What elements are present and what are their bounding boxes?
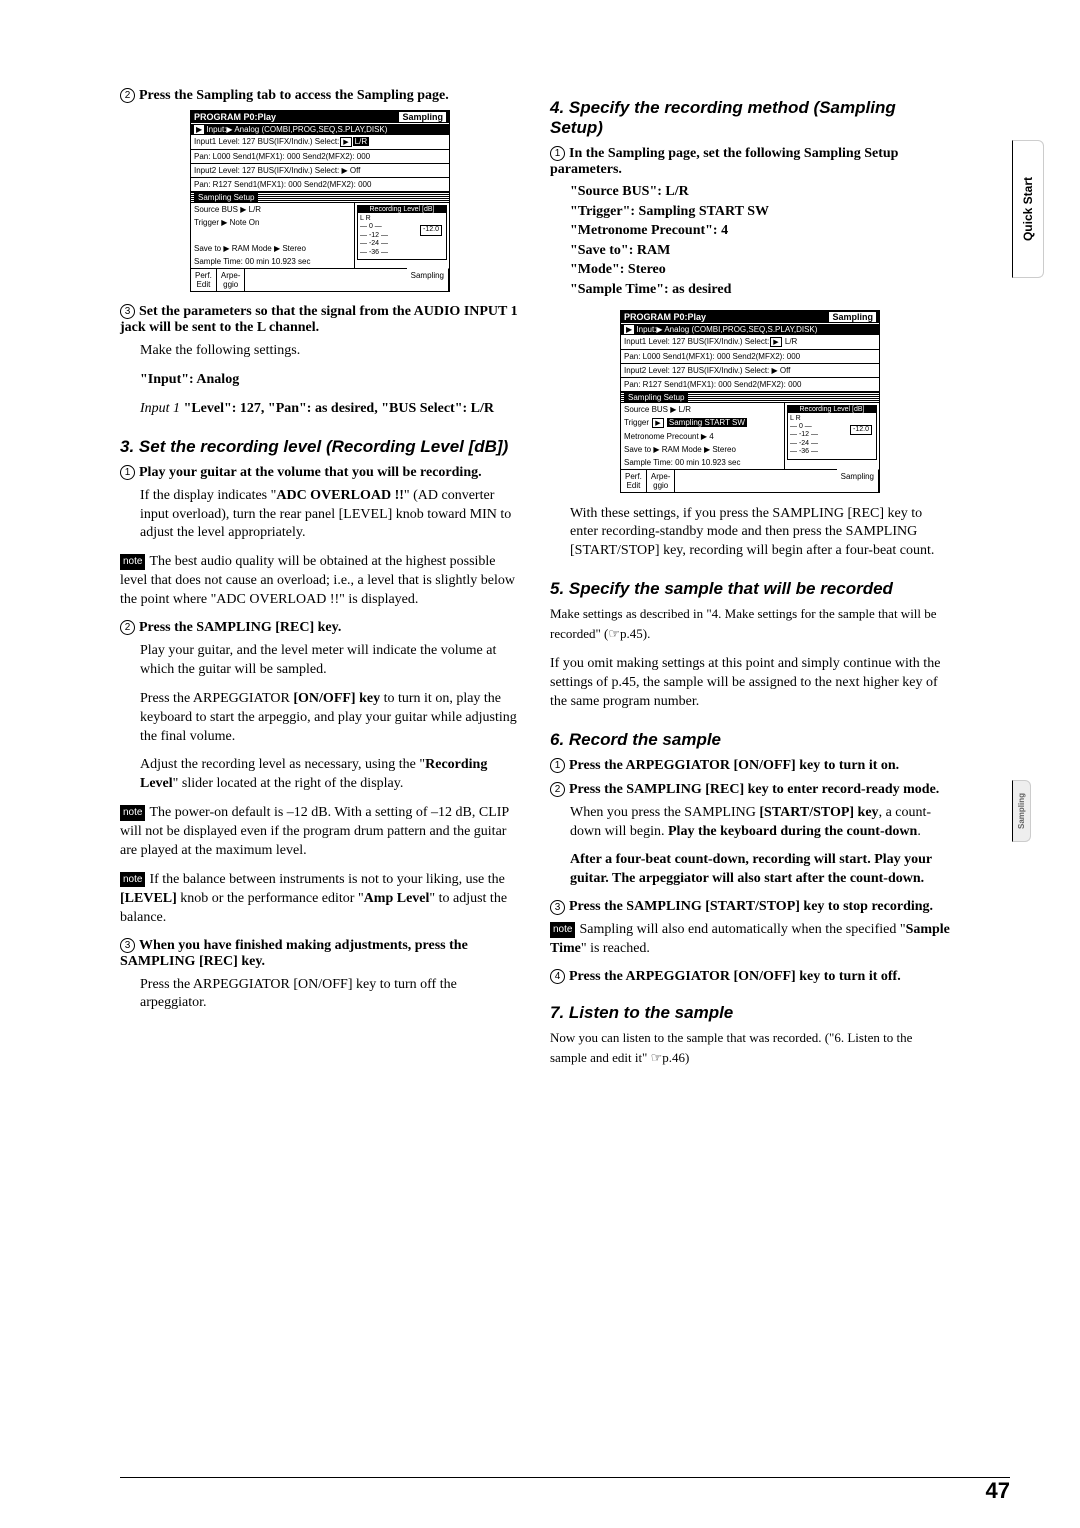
heading-5: 5. Specify the sample that will be recor… [550,579,950,599]
side-tabs: Quick Start Sampling [1012,140,1062,278]
s6-body-2a: When you press the SAMPLING [START/STOP]… [570,804,950,842]
circled-4-icon: 4 [550,969,565,984]
s3-body-2b: Press the ARPEGGIATOR [ON/OFF] key to tu… [140,690,520,747]
s3-step-3: 3When you have finished making adjustmen… [120,938,520,970]
screenshot-sampling-page-1: PROGRAM P0:PlaySampling ▶ Input:▶ Analog… [190,110,450,292]
s3-note-3: noteIf the balance between instruments i… [120,871,520,928]
s6-step-3: 3Press the SAMPLING [START/STOP] key to … [550,899,950,915]
note-icon: note [120,554,145,570]
note-icon: note [120,805,145,821]
s3-body-2a: Play your guitar, and the level meter wi… [140,642,520,680]
circled-2-icon: 2 [550,782,565,797]
s4-settings: "Source BUS": L/R "Trigger": Sampling ST… [570,182,950,300]
step-3: 3Set the parameters so that the signal f… [120,304,520,336]
s3-body-2c: Adjust the recording level as necessary,… [140,756,520,794]
circled-2-icon: 2 [120,88,135,103]
step-3-body: Make the following settings. [140,342,520,361]
s4-step-1: 1In the Sampling page, set the following… [550,146,950,178]
heading-6: 6. Record the sample [550,730,950,750]
s3-body-1: If the display indicates "ADC OVERLOAD !… [140,487,520,544]
heading-4: 4. Specify the recording method (Samplin… [550,98,950,138]
s3-step-1: 1Play your guitar at the volume that you… [120,465,520,481]
circled-1-icon: 1 [550,758,565,773]
s3-note-1: noteThe best audio quality will be obtai… [120,553,520,610]
s6-step-1: 1Press the ARPEGGIATOR [ON/OFF] key to t… [550,758,950,774]
page-rule [120,1477,1010,1478]
s5-body-2: If you omit making settings at this poin… [550,655,950,712]
note-icon: note [120,872,145,888]
s3-body-3: Press the ARPEGGIATOR [ON/OFF] key to tu… [140,976,520,1014]
circled-1-icon: 1 [550,146,565,161]
side-tab-quick-start: Quick Start [1012,140,1044,278]
s6-body-2b: After a four-beat count-down, recording … [570,851,950,889]
input-analog: "Input": Analog [140,371,520,390]
circled-3-icon: 3 [120,304,135,319]
heading-7: 7. Listen to the sample [550,1003,950,1023]
circled-3-icon: 3 [120,938,135,953]
circled-3-icon: 3 [550,900,565,915]
s5-body-1: Make settings as described in "4. Make s… [550,605,950,645]
heading-3: 3. Set the recording level (Recording Le… [120,437,520,457]
s3-note-2: noteThe power-on default is –12 dB. With… [120,804,520,861]
right-column: 4. Specify the recording method (Samplin… [550,80,950,1400]
s4-body-1: With these settings, if you press the SA… [570,505,950,562]
note-icon: note [550,922,575,938]
side-tab-sampling: Sampling [1012,780,1031,842]
page-number: 47 [986,1478,1010,1504]
screenshot-sampling-page-2: PROGRAM P0:PlaySampling ▶ Input:▶ Analog… [620,310,880,493]
s6-step-2: 2Press the SAMPLING [REC] key to enter r… [550,782,950,798]
circled-1-icon: 1 [120,465,135,480]
s6-step-4: 4Press the ARPEGGIATOR [ON/OFF] key to t… [550,969,950,985]
circled-2-icon: 2 [120,620,135,635]
s3-step-2: 2Press the SAMPLING [REC] key. [120,620,520,636]
input1-settings: Input 1 "Level": 127, "Pan": as desired,… [140,400,520,419]
left-column: 2Press the Sampling tab to access the Sa… [120,80,520,1400]
step-2: 2Press the Sampling tab to access the Sa… [120,88,520,104]
s7-body-1: Now you can listen to the sample that wa… [550,1029,950,1069]
s6-note-1: noteSampling will also end automatically… [550,921,950,959]
